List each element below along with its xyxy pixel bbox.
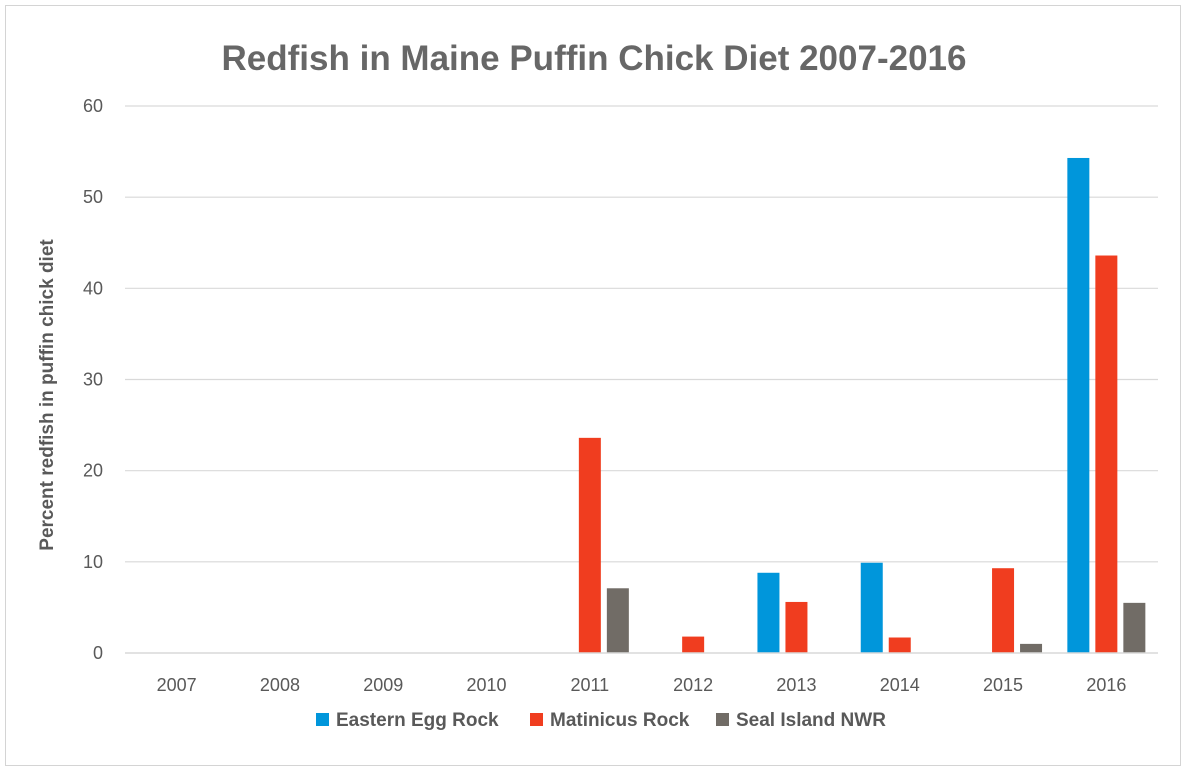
bar-seal-island-nwr-2015: [1020, 643, 1043, 653]
y-axis-label: Percent redfish in puffin chick diet: [37, 239, 58, 551]
x-tick-label: 2016: [1086, 675, 1126, 695]
y-axis-ticks: 0 10 20 30 40 50 60: [83, 96, 103, 663]
bar-eastern-egg-rock-2013: [757, 572, 780, 653]
legend-item: Seal Island NWR: [716, 710, 886, 731]
bar-seal-island-nwr-2016: [1123, 602, 1146, 653]
bar-matinicus-rock-2011: [578, 437, 601, 653]
bar-matinicus-rock-2013: [785, 601, 808, 653]
bar-eastern-egg-rock-2014: [860, 562, 883, 653]
x-tick-label: 2009: [363, 675, 403, 695]
y-tick-label: 10: [83, 552, 103, 572]
legend-item: Matinicus Rock: [530, 710, 690, 731]
bar-matinicus-rock-2014: [888, 637, 911, 653]
chart-title: Redfish in Maine Puffin Chick Diet 2007-…: [222, 39, 967, 78]
legend-item: Eastern Egg Rock: [316, 710, 499, 731]
legend: Eastern Egg Rock Matinicus Rock Seal Islan…: [316, 710, 886, 731]
x-tick-label: 2010: [467, 675, 507, 695]
y-tick-label: 50: [83, 187, 103, 207]
y-tick-label: 40: [83, 278, 103, 298]
y-tick-label: 20: [83, 461, 103, 481]
legend-label: Seal Island NWR: [736, 710, 886, 731]
bars: [578, 157, 1146, 653]
legend-label: Matinicus Rock: [550, 710, 690, 731]
legend-swatch: [530, 713, 543, 726]
x-tick-label: 2014: [880, 675, 920, 695]
bar-eastern-egg-rock-2016: [1067, 157, 1090, 653]
x-tick-label: 2007: [157, 675, 197, 695]
legend-swatch: [716, 713, 729, 726]
bar-matinicus-rock-2015: [992, 568, 1015, 653]
legend-label: Eastern Egg Rock: [336, 710, 499, 731]
y-tick-label: 30: [83, 370, 103, 390]
bar-seal-island-nwr-2011: [606, 588, 629, 653]
x-tick-label: 2008: [260, 675, 300, 695]
y-tick-label: 0: [93, 643, 103, 663]
bar-matinicus-rock-2016: [1095, 255, 1118, 653]
x-tick-label: 2015: [983, 675, 1023, 695]
x-tick-label: 2011: [570, 675, 609, 695]
bar-matinicus-rock-2012: [682, 636, 705, 653]
gridlines: [125, 105, 1158, 563]
y-tick-label: 60: [83, 96, 103, 116]
x-tick-label: 2013: [776, 675, 816, 695]
x-axis-ticks: 2007 2008 2009 2010 2011 2012 2013 2014 2015 2016: [157, 675, 1127, 695]
x-tick-label: 2012: [673, 675, 713, 695]
legend-swatch: [316, 713, 329, 726]
